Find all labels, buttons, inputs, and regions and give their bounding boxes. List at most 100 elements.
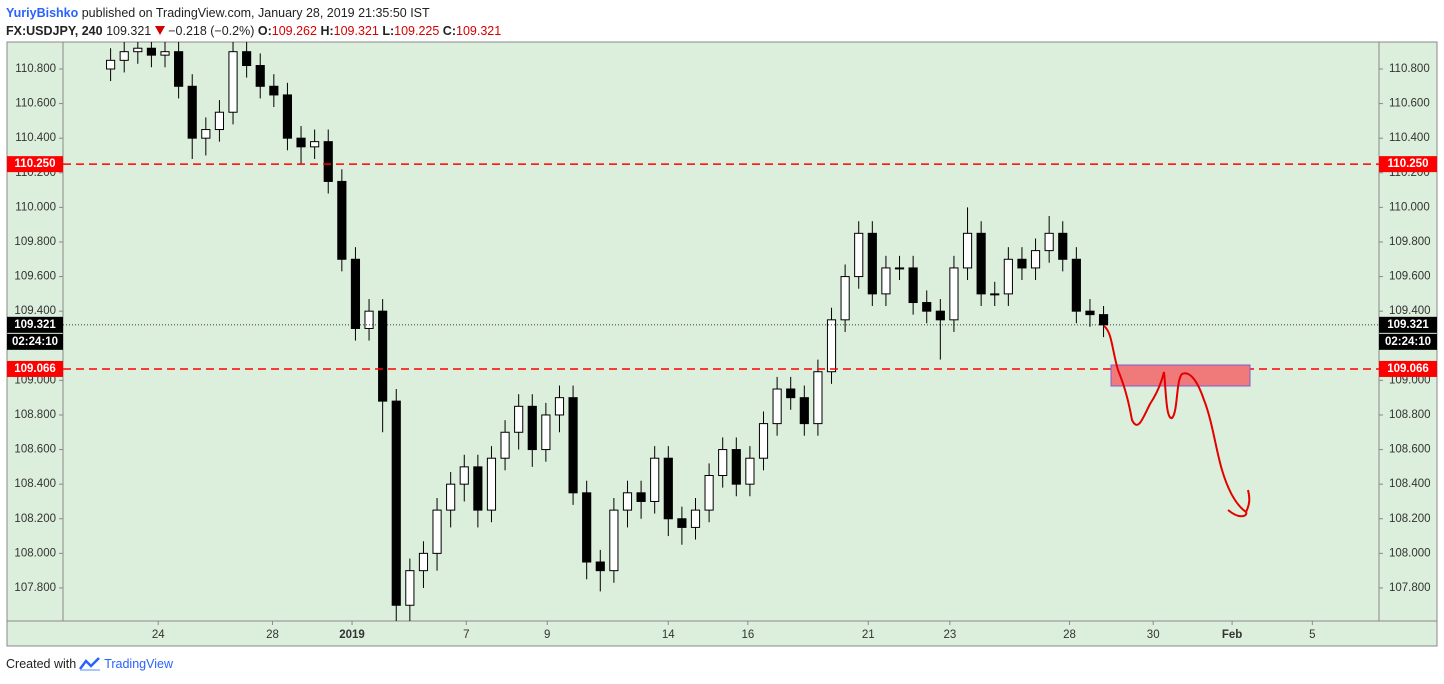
candle-body <box>677 518 687 528</box>
candle-body <box>881 267 891 295</box>
level-label: 109.066 <box>1387 363 1429 375</box>
y-tick-label: 108.000 <box>1389 547 1431 559</box>
published: published on TradingView.com, January 28… <box>81 6 430 20</box>
candle-body <box>323 141 333 182</box>
candle-body <box>772 388 782 425</box>
candle-body <box>894 267 905 270</box>
axis-labels: 107.800 107.800 108.000 108.000 108.200 108.2… <box>7 63 1437 641</box>
candle-body <box>568 397 578 494</box>
candle-body <box>1058 232 1068 260</box>
candle-body <box>119 51 129 61</box>
candle-body <box>350 258 361 329</box>
candle-body <box>459 466 469 485</box>
candle-body <box>595 561 605 572</box>
x-tick-label: 30 <box>1147 629 1160 641</box>
last-price-label: 109.321 <box>14 319 56 331</box>
level-box <box>7 156 63 173</box>
candle-body <box>962 232 973 269</box>
y-tick-label: 109.400 <box>1389 305 1431 317</box>
candle-body <box>622 492 633 511</box>
candle-body <box>364 310 374 329</box>
y-tick-label: 109.800 <box>14 236 56 248</box>
candle-body <box>799 397 809 425</box>
candle-body <box>296 137 306 148</box>
last-price-box <box>1379 316 1437 333</box>
candle-body <box>473 466 483 511</box>
candle-body <box>854 232 864 278</box>
candle-body <box>935 310 945 321</box>
y-tick-label: 108.400 <box>14 478 56 490</box>
last-price-label: 109.321 <box>1387 319 1429 331</box>
candle-body <box>554 397 565 416</box>
candle-body <box>310 141 320 148</box>
countdown: 02:24:10 <box>1385 336 1431 348</box>
y-tick-label: 108.800 <box>14 409 56 421</box>
x-tick-label: 7 <box>463 629 469 641</box>
close-label: C: <box>442 24 456 38</box>
down-arrow <box>154 26 165 35</box>
brand[interactable]: TradingView <box>104 657 173 671</box>
level-label: 109.066 <box>14 363 56 375</box>
countdown: 02:24:10 <box>12 336 58 348</box>
level-label: 110.250 <box>1388 158 1429 170</box>
created-with: Created with <box>6 657 77 671</box>
high-label: H: <box>320 24 334 38</box>
candle-body <box>976 232 986 295</box>
y-tick-label: 110.800 <box>1389 63 1430 75</box>
candle-body <box>541 414 551 451</box>
candle-body <box>391 400 401 606</box>
candle-body <box>704 475 714 511</box>
y-tick-label: 108.400 <box>1389 478 1431 490</box>
x-tick-label: 23 <box>943 629 956 641</box>
low-label: L: <box>382 24 395 38</box>
candle-body <box>663 457 673 520</box>
candle-body <box>636 492 646 502</box>
candle-body <box>582 492 592 563</box>
candle-body <box>908 267 918 304</box>
candle-body <box>486 457 497 511</box>
y-tick-label: 110.400 <box>1389 132 1430 144</box>
author[interactable]: YuriyBishko <box>6 6 79 20</box>
y-tick-label: 108.800 <box>1389 409 1431 421</box>
candle-body <box>527 405 537 451</box>
level-box <box>1379 156 1437 173</box>
candle-body <box>418 552 429 572</box>
y-tick-label: 108.600 <box>1389 444 1431 456</box>
level-label: 110.250 <box>15 158 56 170</box>
y-tick-label: 109.600 <box>14 271 56 283</box>
x-tick-label: Feb <box>1222 629 1242 641</box>
high: 109.321 <box>333 24 379 38</box>
candle-body <box>255 65 265 87</box>
countdown-box <box>7 333 63 350</box>
candle-body <box>690 509 701 528</box>
candle-body <box>405 570 415 606</box>
y-tick-label: 109.000 <box>14 374 56 386</box>
low: 109.225 <box>394 24 440 38</box>
candle-body <box>228 51 238 113</box>
candle-body <box>269 85 279 96</box>
candle-body <box>718 449 728 477</box>
candle-body <box>609 509 619 572</box>
candle-body <box>650 457 660 502</box>
candle-body <box>133 47 143 53</box>
candle-body <box>813 371 823 425</box>
candle-body <box>106 59 116 70</box>
y-tick-label: 107.800 <box>14 582 56 594</box>
level-box <box>1379 360 1437 377</box>
header-line-2: FX:USDJPY, 240 109.321 −0.218 (−0.2%) O:… <box>6 22 501 40</box>
y-tick-label: 109.400 <box>14 305 56 317</box>
candle-body <box>731 449 741 485</box>
close: 109.321 <box>456 24 502 38</box>
y-tick-label: 110.800 <box>15 63 56 75</box>
last-price-box <box>7 316 63 333</box>
candle-body <box>949 267 959 321</box>
candle-body <box>160 51 170 56</box>
candle-body <box>514 405 524 433</box>
candle-body <box>174 51 184 87</box>
candle-body <box>432 509 442 554</box>
y-tick-label: 109.000 <box>1389 374 1431 386</box>
header-line-1: YuriyBishko published on TradingView.com… <box>6 4 501 22</box>
candle-body <box>378 310 388 402</box>
candle-body <box>1085 310 1095 316</box>
